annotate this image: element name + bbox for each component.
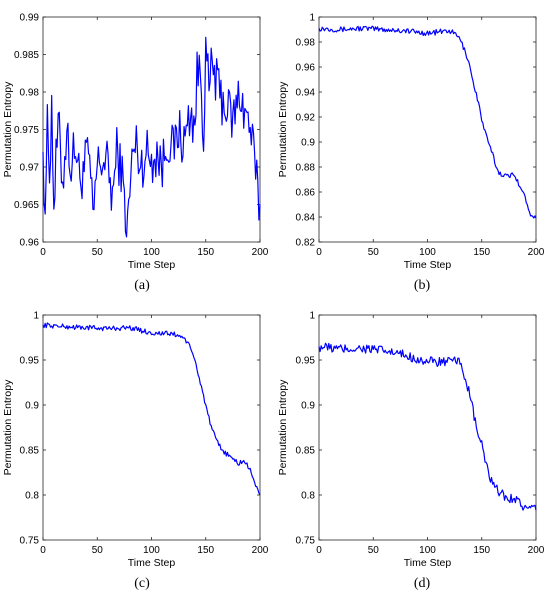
y-tick-label: 0.75 [296,536,316,547]
y-tick-label: 0.95 [296,356,316,367]
x-axis-label: Time Step [404,557,452,569]
y-tick-label: 1 [309,13,315,24]
plot-area [42,314,261,541]
x-tick-label: 50 [92,545,104,556]
y-tick-label: 0.86 [296,188,316,199]
x-tick-label: 200 [252,247,269,258]
x-tick-label: 200 [528,545,545,556]
x-tick-label: 100 [143,545,160,556]
x-axis-label: Time Step [404,259,452,271]
x-tick-label: 50 [368,247,380,258]
y-tick-label: 0.96 [20,238,40,249]
x-tick-label: 0 [40,545,46,556]
x-tick-label: 100 [143,247,160,258]
x-tick-label: 150 [473,247,490,258]
chart-panel-b: 0 50 100 150 200 0.82 0.84 0.86 0.88 0.9 0.92 0.94 0… [277,13,545,272]
y-tick-label: 0.92 [296,113,316,124]
x-axis-label: Time Step [128,557,176,569]
y-tick-label: 0.98 [20,88,40,99]
plot-area [318,314,537,541]
series-line [42,322,261,496]
y-tick-label: 0.75 [20,536,40,547]
panel-caption-a: (a) [134,278,150,293]
plot-area [318,16,537,243]
y-tick-label: 1 [309,311,315,322]
y-tick-label: 0.82 [296,238,316,249]
x-tick-label: 50 [92,247,104,258]
series-line [318,25,537,219]
x-axis-label: Time Step [128,259,176,271]
x-tick-label: 50 [368,545,380,556]
y-tick-label: 0.8 [301,491,315,502]
x-tick-label: 200 [528,247,545,258]
y-tick-label: 1 [33,311,39,322]
x-tick-label: 0 [316,545,322,556]
y-tick-label: 0.96 [296,63,316,74]
x-tick-label: 150 [197,247,214,258]
y-tick-label: 0.84 [296,213,316,224]
y-tick-label: 0.9 [301,401,315,412]
y-tick-label: 0.88 [296,163,316,174]
y-tick-label: 0.9 [301,138,315,149]
chart-panel-c: 0 50 100 150 200 0.75 0.8 0.85 0.9 0.95 1 Time Step… [2,311,269,570]
y-tick-label: 0.85 [20,446,40,457]
y-tick-label: 0.9 [25,401,39,412]
y-tick-label: 0.8 [25,491,39,502]
series-line [318,342,537,511]
series-line [42,36,261,238]
y-tick-label: 0.965 [14,200,39,211]
y-axis-label: Permutation Entropy [2,379,14,475]
y-tick-label: 0.99 [20,13,40,24]
x-tick-label: 100 [419,545,436,556]
x-tick-label: 0 [316,247,322,258]
y-tick-label: 0.98 [296,38,316,49]
y-axis-label: Permutation Entropy [2,81,14,177]
x-tick-label: 150 [473,545,490,556]
y-tick-label: 0.97 [20,163,40,174]
y-axis-label: Permutation Entropy [277,81,289,177]
x-tick-label: 100 [419,247,436,258]
panel-caption-c: (c) [134,576,150,591]
panel-caption-d: (d) [413,576,431,591]
y-tick-label: 0.985 [14,50,39,61]
x-tick-label: 200 [252,545,269,556]
x-tick-label: 0 [40,247,46,258]
x-tick-label: 150 [197,545,214,556]
chart-panel-a: 0 50 100 150 200 0.96 0.965 0.97 0.975 0.98 0.985 0… [2,13,269,272]
panel-caption-b: (b) [413,278,431,293]
chart-panel-d: 0 50 100 150 200 0.75 0.8 0.85 0.9 0.95 1 Time Step… [277,311,545,570]
y-tick-label: 0.94 [296,88,316,99]
y-tick-label: 0.85 [296,446,316,457]
y-axis-label: Permutation Entropy [277,379,289,475]
y-tick-label: 0.975 [14,125,39,136]
plot-area [42,16,261,243]
y-tick-label: 0.95 [20,356,40,367]
